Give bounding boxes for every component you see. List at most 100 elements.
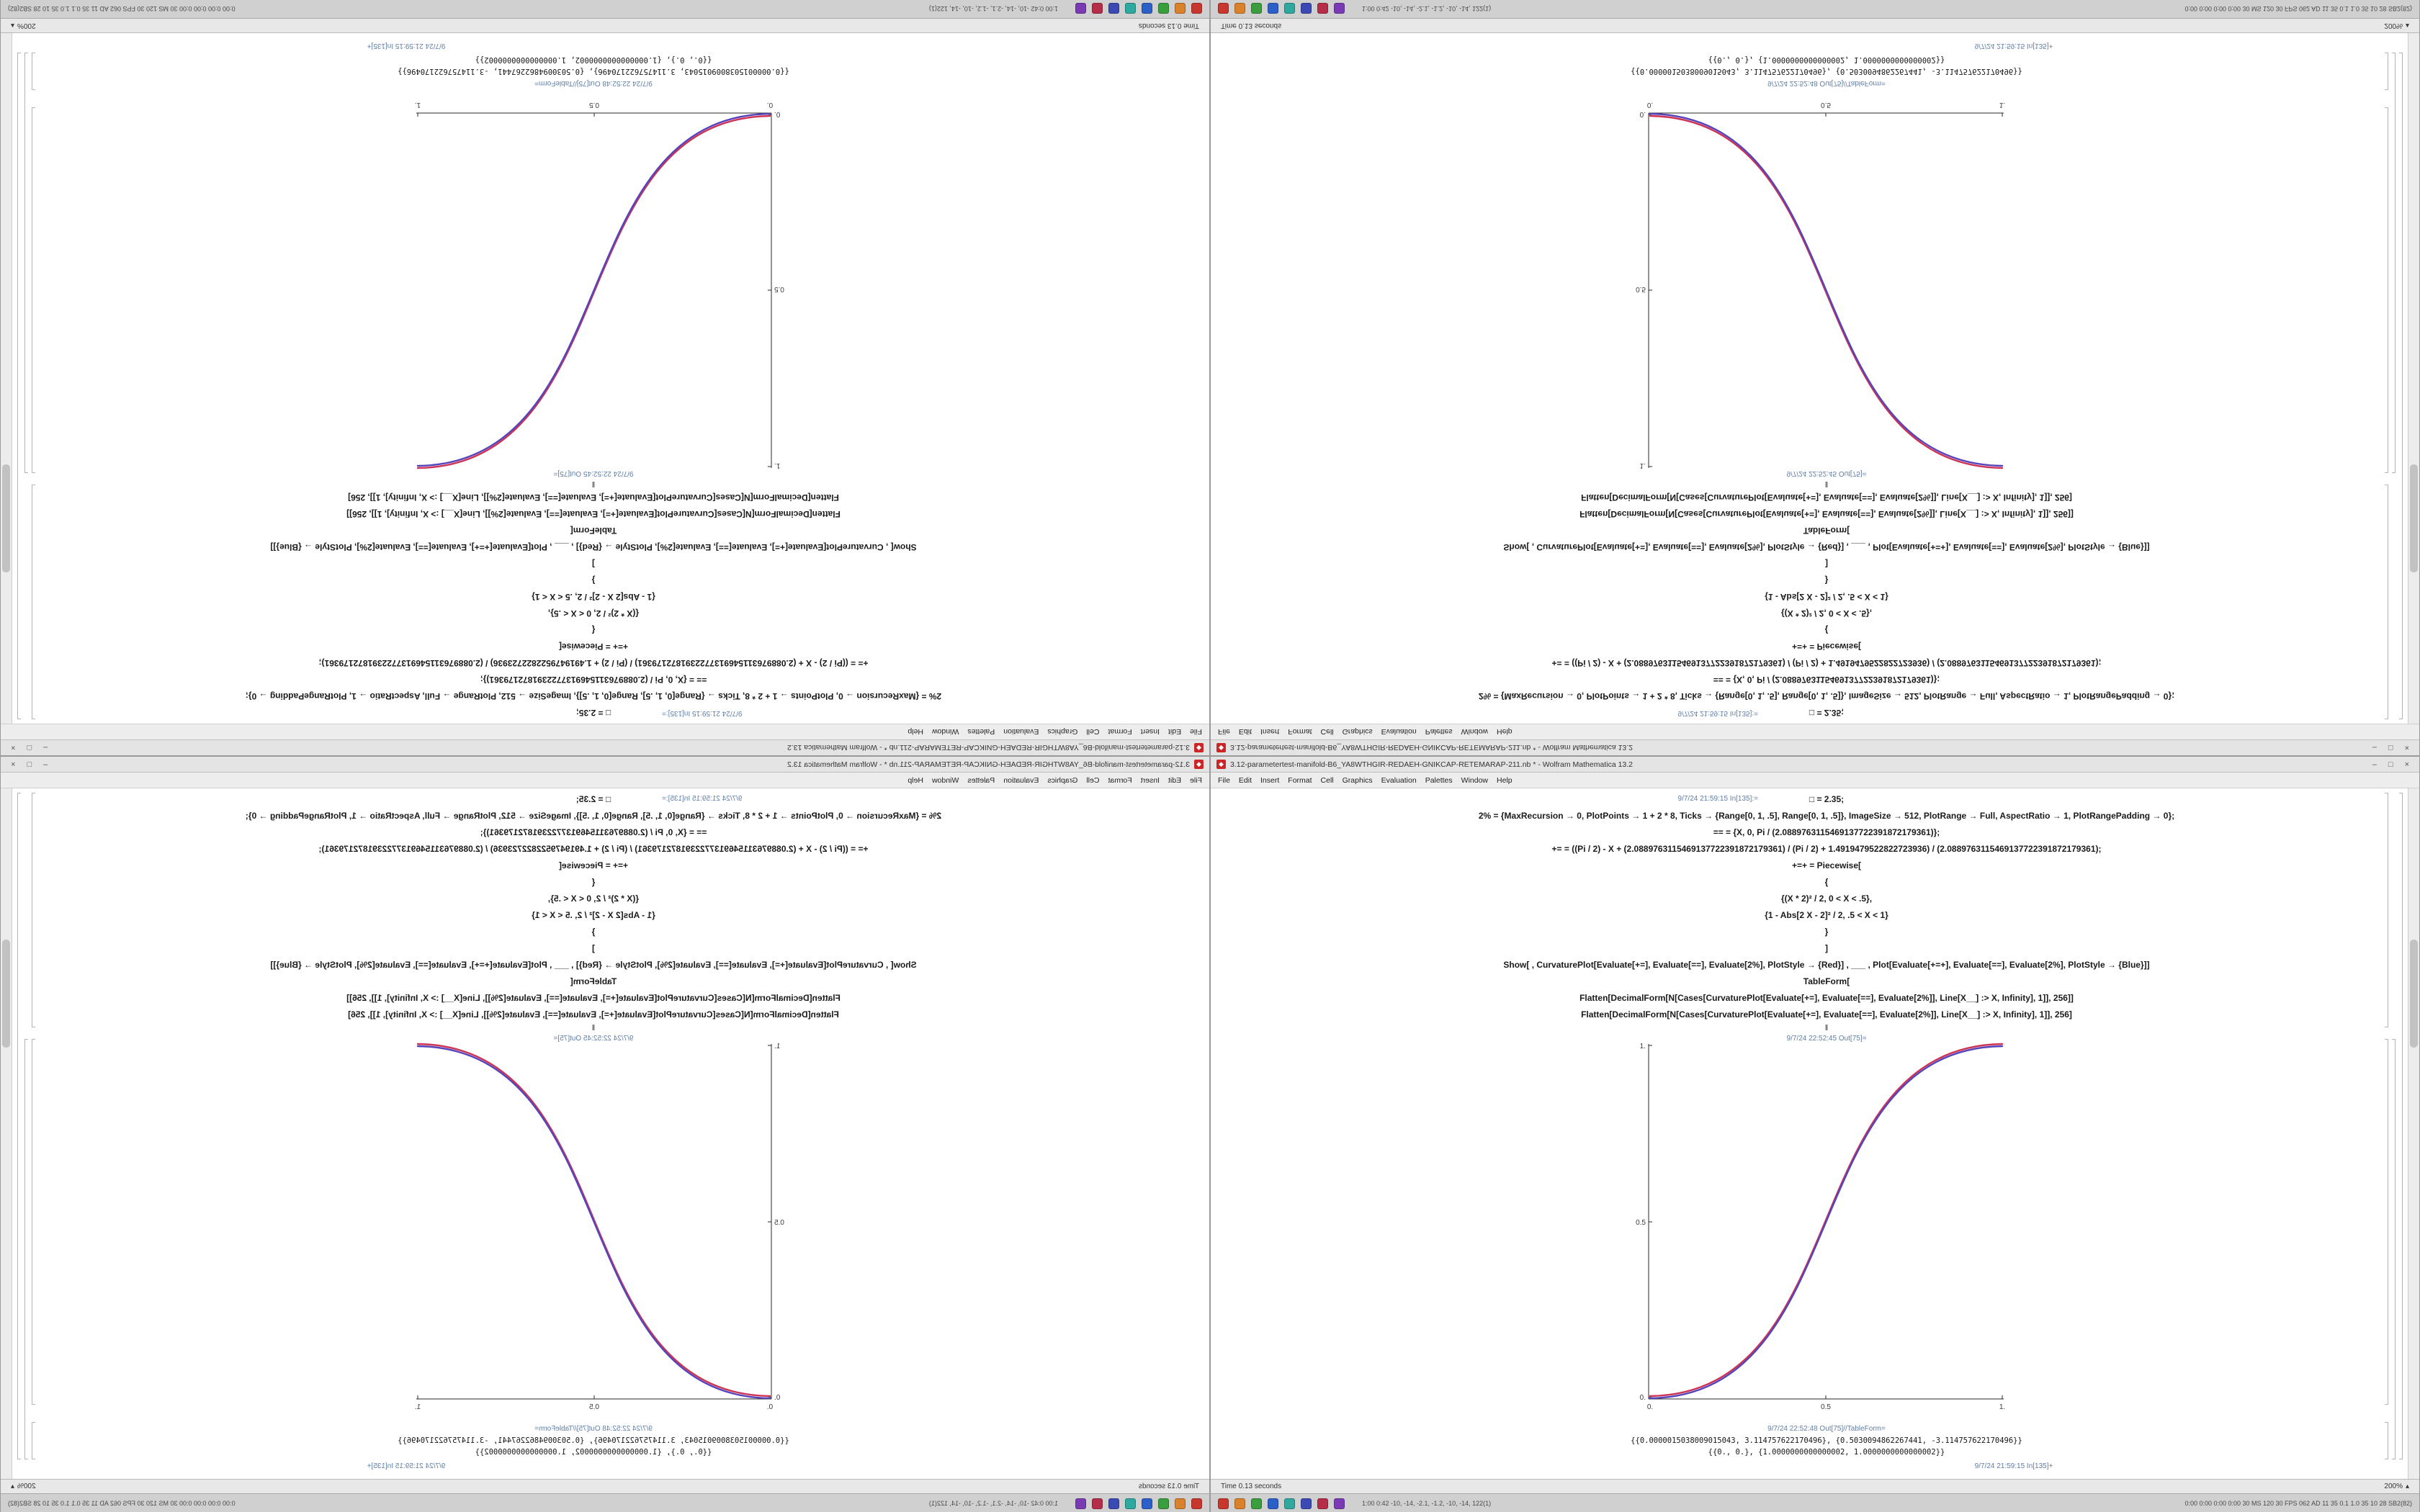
code-line[interactable]: } — [591, 575, 596, 585]
code-line[interactable]: 2% = {MaxRecursion → 0, PlotPoints → 1 +… — [245, 691, 942, 701]
minimize-button[interactable]: – — [43, 743, 48, 752]
code-line[interactable]: } — [1824, 927, 1829, 937]
menu-item-evaluation[interactable]: Evaluation — [1003, 775, 1039, 785]
code-line[interactable]: {(X * 2)² / 2, 0 < X < .5}, — [1780, 894, 1873, 904]
code-line[interactable]: Flatten[DecimalForm[N[Cases[CurvaturePlo… — [346, 509, 841, 519]
menu-item-evaluation[interactable]: Evaluation — [1003, 727, 1039, 737]
taskbar-app-icon[interactable] — [1108, 3, 1119, 14]
cell-bracket[interactable] — [2385, 107, 2388, 473]
taskbar-app-icon[interactable] — [1075, 3, 1086, 14]
menu-item-window[interactable]: Window — [1461, 727, 1489, 737]
menu-item-format[interactable]: Format — [1288, 775, 1312, 785]
code-line[interactable]: += = ((Pi / 2) - X + (2.0889763115469137… — [1551, 844, 2102, 854]
menu-item-file[interactable]: File — [1218, 727, 1230, 737]
vertical-scrollbar[interactable] — [1, 33, 12, 724]
maximize-button[interactable]: □ — [2388, 760, 2393, 769]
code-line[interactable]: {1 - Abs[2 X - 2]² / 2, .5 < X < 1} — [1765, 592, 1888, 602]
taskbar-app-icon[interactable] — [1334, 1498, 1345, 1509]
menu-item-help[interactable]: Help — [908, 775, 923, 785]
code-line[interactable]: { — [591, 625, 596, 635]
cell-bracket[interactable] — [32, 793, 35, 1027]
code-line[interactable]: == = {X, 0, Pi / (2.08897631154691377223… — [480, 675, 707, 685]
menu-item-edit[interactable]: Edit — [1168, 727, 1182, 737]
code-line[interactable]: Flatten[DecimalForm[N[Cases[CurvaturePlo… — [1581, 492, 2072, 503]
minimize-button[interactable]: – — [2372, 743, 2377, 752]
code-line[interactable]: ] — [592, 943, 595, 953]
maximize-button[interactable]: □ — [27, 760, 32, 769]
menu-item-file[interactable]: File — [1218, 775, 1230, 785]
code-line[interactable]: ] — [592, 559, 595, 569]
menu-item-format[interactable]: Format — [1108, 775, 1132, 785]
code-line[interactable]: 2% = {MaxRecursion → 0, PlotPoints → 1 +… — [245, 811, 942, 821]
taskbar-app-icon[interactable] — [1284, 3, 1295, 14]
code-line[interactable]: 2% = {MaxRecursion → 0, PlotPoints → 1 +… — [1478, 691, 2175, 701]
cell-bracket[interactable] — [2385, 793, 2388, 1027]
menu-item-help[interactable]: Help — [1497, 775, 1512, 785]
menu-item-edit[interactable]: Edit — [1238, 775, 1252, 785]
window-titlebar[interactable]: ◆ 3.12-parametertest-manifold-B6_YA8WTHG… — [1211, 739, 2419, 755]
code-line[interactable]: { — [1824, 877, 1829, 887]
taskbar-app-icon[interactable] — [1142, 3, 1152, 14]
menu-item-evaluation[interactable]: Evaluation — [1381, 727, 1417, 737]
menu-item-cell[interactable]: Cell — [1320, 775, 1334, 785]
taskbar-app-icon[interactable] — [1125, 1498, 1136, 1509]
window-titlebar[interactable]: ◆ 3.12-parametertest-manifold-B6_YA8WTHG… — [1, 757, 1209, 773]
cell-group-bracket[interactable] — [2399, 793, 2403, 1459]
notebook-canvas[interactable] — [1211, 788, 2408, 1479]
menu-item-cell[interactable]: Cell — [1086, 775, 1100, 785]
cell-group-bracket[interactable] — [2392, 1039, 2396, 1459]
code-line[interactable]: Show[ , CurvaturePlot[Evaluate[+=], Eval… — [1503, 960, 2150, 970]
taskbar-app-icon[interactable] — [1075, 1498, 1086, 1509]
code-line[interactable]: □ = 2.35; — [1809, 794, 1845, 804]
taskbar-app-icon[interactable] — [1317, 3, 1328, 14]
code-line[interactable]: {1 - Abs[2 X - 2]² / 2, .5 < X < 1} — [1765, 910, 1888, 920]
code-line[interactable]: Flatten[DecimalForm[N[Cases[CurvaturePlo… — [348, 1009, 839, 1020]
menu-item-palettes[interactable]: Palettes — [967, 775, 995, 785]
minimize-button[interactable]: – — [2372, 760, 2377, 769]
cell-group-bracket[interactable] — [17, 53, 21, 719]
vertical-scrollbar[interactable] — [2408, 788, 2419, 1479]
code-line[interactable]: □ = 2.35; — [575, 794, 611, 804]
code-line[interactable]: Show[ , CurvaturePlot[Evaluate[+=], Eval… — [270, 960, 917, 970]
cell-bracket[interactable] — [32, 1039, 35, 1405]
close-button[interactable]: × — [11, 743, 16, 752]
taskbar-app-icon[interactable] — [1284, 1498, 1295, 1509]
taskbar-app-icon[interactable] — [1234, 1498, 1245, 1509]
close-button[interactable]: × — [11, 760, 16, 769]
code-line[interactable]: Show[ , CurvaturePlot[Evaluate[+=], Eval… — [270, 542, 917, 552]
code-line[interactable]: += = ((Pi / 2) - X + (2.0889763115469137… — [318, 844, 869, 854]
vertical-scrollbar[interactable] — [2408, 33, 2419, 724]
code-line[interactable]: {(X * 2)² / 2, 0 < X < .5}, — [1780, 608, 1873, 618]
menu-item-graphics[interactable]: Graphics — [1047, 727, 1078, 737]
menu-item-graphics[interactable]: Graphics — [1342, 775, 1373, 785]
cell-bracket[interactable] — [32, 1422, 35, 1459]
menu-item-insert[interactable]: Insert — [1140, 775, 1160, 785]
taskbar-app-icon[interactable] — [1158, 3, 1169, 14]
taskbar-app-icon[interactable] — [1218, 1498, 1229, 1509]
code-line[interactable]: ] — [1825, 943, 1828, 953]
code-line[interactable]: {(X * 2)² / 2, 0 < X < .5}, — [547, 608, 640, 618]
code-line[interactable]: Flatten[DecimalForm[N[Cases[CurvaturePlo… — [346, 993, 841, 1003]
scrollbar-thumb[interactable] — [2, 464, 10, 572]
code-line[interactable]: Flatten[DecimalForm[N[Cases[CurvaturePlo… — [1579, 509, 2074, 519]
code-line[interactable]: 2% = {MaxRecursion → 0, PlotPoints → 1 +… — [1478, 811, 2175, 821]
code-line[interactable]: □ = 2.35; — [1809, 708, 1845, 718]
menu-item-cell[interactable]: Cell — [1320, 727, 1334, 737]
taskbar-app-icon[interactable] — [1092, 1498, 1103, 1509]
menu-item-window[interactable]: Window — [931, 727, 959, 737]
code-line[interactable]: += = ((Pi / 2) - X + (2.0889763115469137… — [318, 658, 869, 668]
code-line[interactable]: += = ((Pi / 2) - X + (2.0889763115469137… — [1551, 658, 2102, 668]
cell-group-bracket[interactable] — [2399, 53, 2403, 719]
code-line[interactable]: {1 - Abs[2 X - 2]² / 2, .5 < X < 1} — [532, 592, 655, 602]
cell-bracket[interactable] — [32, 53, 35, 90]
maximize-button[interactable]: □ — [27, 743, 32, 752]
taskbar-app-icon[interactable] — [1251, 1498, 1262, 1509]
menu-item-palettes[interactable]: Palettes — [1425, 727, 1453, 737]
menu-item-insert[interactable]: Insert — [1260, 727, 1280, 737]
code-line[interactable]: } — [591, 927, 596, 937]
code-line[interactable]: } — [1824, 575, 1829, 585]
taskbar-app-icon[interactable] — [1191, 1498, 1202, 1509]
cell-group-bracket[interactable] — [2392, 53, 2396, 473]
code-line[interactable]: ] — [1825, 559, 1828, 569]
cell-bracket[interactable] — [2385, 485, 2388, 719]
